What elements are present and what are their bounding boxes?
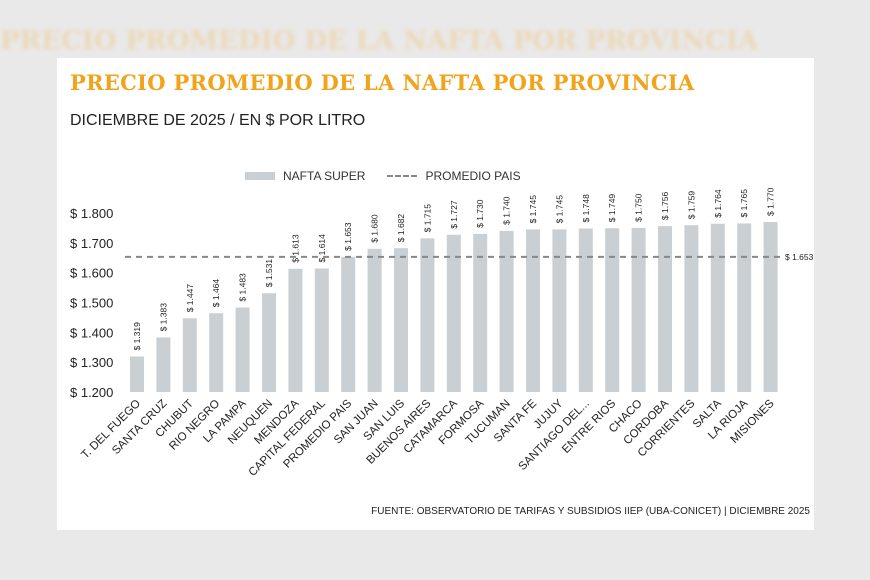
y-tick-label: $ 1.200 [70, 385, 113, 400]
bar [182, 318, 197, 392]
bar [763, 221, 778, 392]
bar-value-label: $ 1.531 [264, 259, 274, 288]
bar [552, 229, 567, 392]
bar [473, 233, 488, 392]
bar [367, 248, 382, 392]
bar [262, 293, 276, 392]
bar-value-label: $ 1.740 [502, 196, 512, 225]
bar [526, 229, 540, 392]
bar-value-label: $ 1.464 [211, 279, 221, 308]
bar-value-label: $ 1.745 [554, 195, 564, 224]
bar [420, 238, 435, 392]
bar-value-label: $ 1.319 [132, 322, 142, 351]
legend-swatch-bar [245, 172, 275, 180]
bar [235, 307, 250, 392]
bar-value-label: $ 1.614 [317, 234, 327, 263]
bar-value-label: $ 1.483 [238, 273, 248, 302]
bar-value-label: $ 1.613 [290, 234, 300, 263]
bar [314, 268, 329, 392]
y-tick-label: $ 1.700 [70, 236, 113, 251]
average-label: $ 1.653 [785, 252, 814, 262]
bar [710, 223, 725, 392]
bar [130, 356, 144, 392]
bar-value-label: $ 1.745 [528, 195, 538, 224]
bar [288, 268, 303, 392]
y-tick-label: $ 1.600 [70, 266, 113, 281]
bar-value-label: $ 1.680 [370, 214, 380, 243]
bar [341, 256, 356, 392]
legend-swatch-average [387, 175, 418, 177]
bar [156, 337, 171, 392]
bar-value-label: $ 1.756 [660, 191, 670, 220]
bar-value-label: $ 1.653 [343, 222, 353, 251]
bar-value-label: $ 1.764 [713, 189, 723, 218]
chart-title: PRECIO PROMEDIO DE LA NAFTA POR PROVINCI… [70, 70, 695, 95]
source-note: FUENTE: OBSERVATORIO DE TARIFAS Y SUBSID… [371, 506, 810, 517]
legend: NAFTA SUPER PROMEDIO PAIS [245, 169, 521, 183]
bar-value-label: $ 1.748 [581, 194, 591, 223]
bar-value-label: $ 1.447 [185, 284, 195, 313]
bar [499, 230, 514, 392]
legend-label-nafta-super: NAFTA SUPER [283, 169, 366, 183]
bar [394, 248, 408, 392]
bar [446, 234, 461, 392]
bar [684, 225, 699, 392]
legend-label-promedio: PROMEDIO PAIS [425, 169, 521, 183]
y-tick-label: $ 1.800 [70, 206, 113, 221]
bar-value-label: $ 1.770 [766, 187, 776, 216]
bar-value-label: $ 1.759 [686, 191, 696, 220]
bar-value-label: $ 1.765 [739, 189, 749, 218]
bar [605, 228, 620, 392]
bar-value-label: $ 1.730 [475, 199, 485, 228]
y-tick-label: $ 1.400 [70, 325, 113, 340]
bar [631, 227, 646, 392]
bar [209, 313, 224, 392]
bar [578, 228, 593, 392]
bar-value-label: $ 1.682 [396, 214, 406, 243]
bar-value-label: $ 1.727 [449, 200, 459, 229]
chart-subtitle: DICIEMBRE DE 2025 / EN $ POR LITRO [70, 112, 366, 129]
bar-value-label: $ 1.383 [158, 303, 168, 332]
bar [658, 226, 672, 392]
bar-value-label: $ 1.749 [607, 194, 617, 223]
bar-value-label: $ 1.715 [422, 204, 432, 233]
y-tick-label: $ 1.300 [70, 355, 113, 370]
bar [737, 223, 752, 392]
bar-value-label: $ 1.750 [634, 193, 644, 222]
y-tick-label: $ 1.500 [70, 296, 113, 311]
background-blurred-title: PRECIO PROMEDIO DE LA NAFTA POR PROVINCI… [0, 26, 759, 56]
